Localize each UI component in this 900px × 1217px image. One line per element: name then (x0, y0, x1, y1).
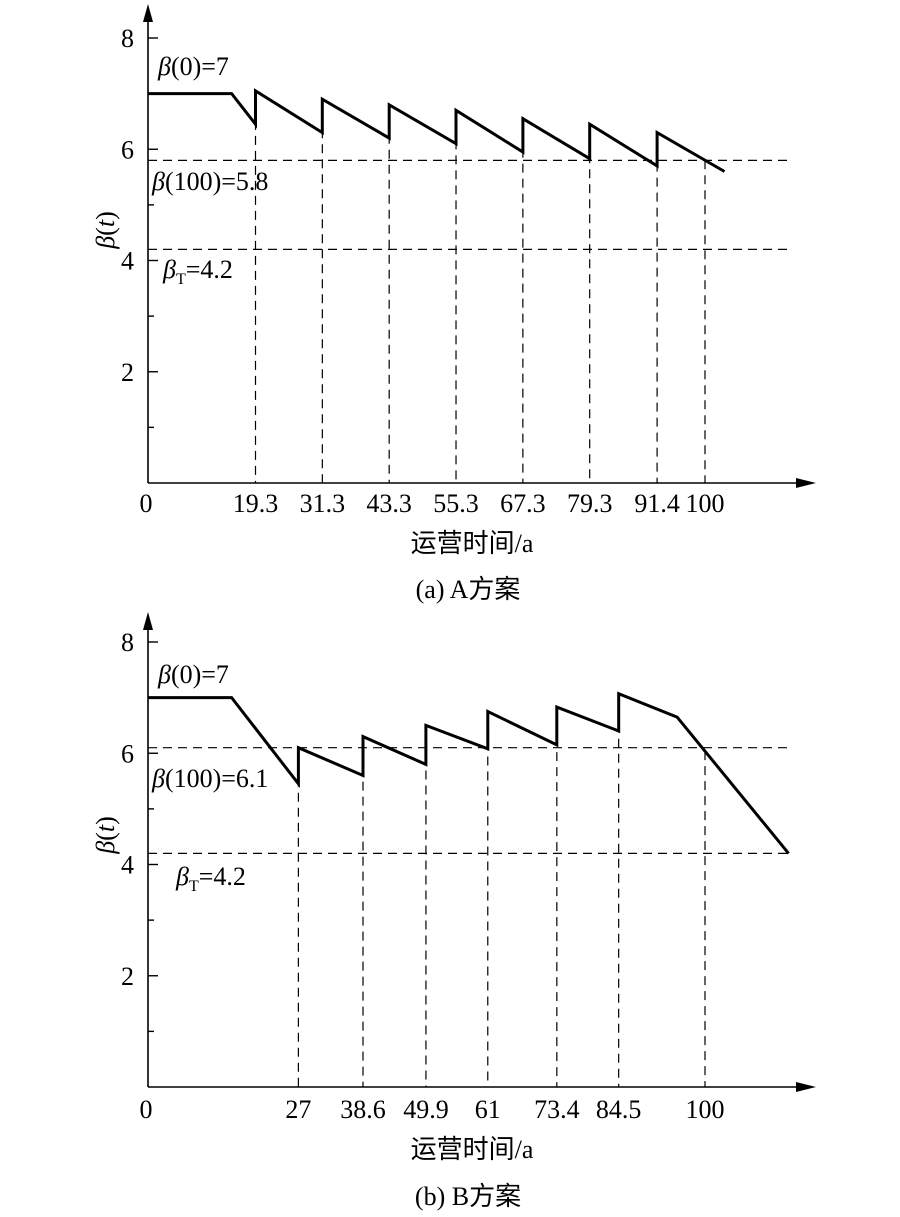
x-tick-label: 73.4 (534, 1095, 580, 1124)
x-tick-label: 79.3 (567, 489, 613, 518)
y-tick-label: 4 (121, 851, 134, 880)
caption: (a) A方案 (416, 575, 521, 604)
x-tick-label: 67.3 (500, 489, 546, 518)
x-tick-label: 61 (475, 1095, 501, 1124)
y-tick-label: 6 (121, 135, 134, 164)
x-tick-label: 31.3 (300, 489, 346, 518)
x-tick-label: 100 (686, 1095, 725, 1124)
x-tick-label: 38.6 (340, 1095, 386, 1124)
series-line (148, 691, 790, 855)
x-tick-label: 27 (285, 1095, 311, 1124)
annotation-beta-t: βT=4.2 (175, 862, 246, 895)
y-tick-label: 8 (121, 24, 134, 53)
y-tick-label: 6 (121, 739, 134, 768)
x-tick-label: 55.3 (433, 489, 479, 518)
xlabel: 运营时间/a (411, 1135, 534, 1164)
annotation-beta-100: β(100)=6.1 (151, 764, 268, 793)
y-tick-label: 2 (121, 962, 134, 991)
x-tick-label: 84.5 (596, 1095, 642, 1124)
series-line (148, 88, 726, 173)
annotation-beta-100: β(100)=5.8 (151, 167, 268, 196)
y-tick-label: 4 (121, 247, 134, 276)
y-axis-arrow (143, 612, 153, 630)
x-axis-arrow (796, 1082, 816, 1092)
annotation-beta-t: βT=4.2 (162, 255, 233, 288)
x-tick-label: 0 (140, 1095, 153, 1124)
caption: (b) B方案 (415, 1182, 521, 1211)
x-tick-label: 19.3 (233, 489, 279, 518)
x-tick-label: 49.9 (403, 1095, 449, 1124)
x-tick-label: 0 (140, 489, 153, 518)
xlabel: 运营时间/a (411, 529, 534, 558)
ylabel: β(t) (91, 816, 120, 855)
x-tick-label: 100 (686, 489, 725, 518)
chart-a: 0 19.3 31.3 43.3 55.3 67.3 79.3 91.4 100 2 4 6 8 β(… (91, 4, 816, 604)
x-tick-label: 91.4 (634, 489, 680, 518)
x-axis-arrow (796, 478, 816, 488)
y-axis-arrow (143, 4, 153, 22)
chart-b: 0 27 38.6 49.9 61 73.4 84.5 100 2 4 6 8 β(t) β(0)=… (91, 612, 816, 1211)
ylabel: β(t) (91, 211, 120, 250)
x-tick-label: 43.3 (366, 489, 412, 518)
y-tick-label: 2 (121, 358, 134, 387)
annotation-beta-0: β(0)=7 (157, 52, 229, 81)
y-tick-label: 8 (121, 628, 134, 657)
annotation-beta-0: β(0)=7 (157, 660, 229, 689)
